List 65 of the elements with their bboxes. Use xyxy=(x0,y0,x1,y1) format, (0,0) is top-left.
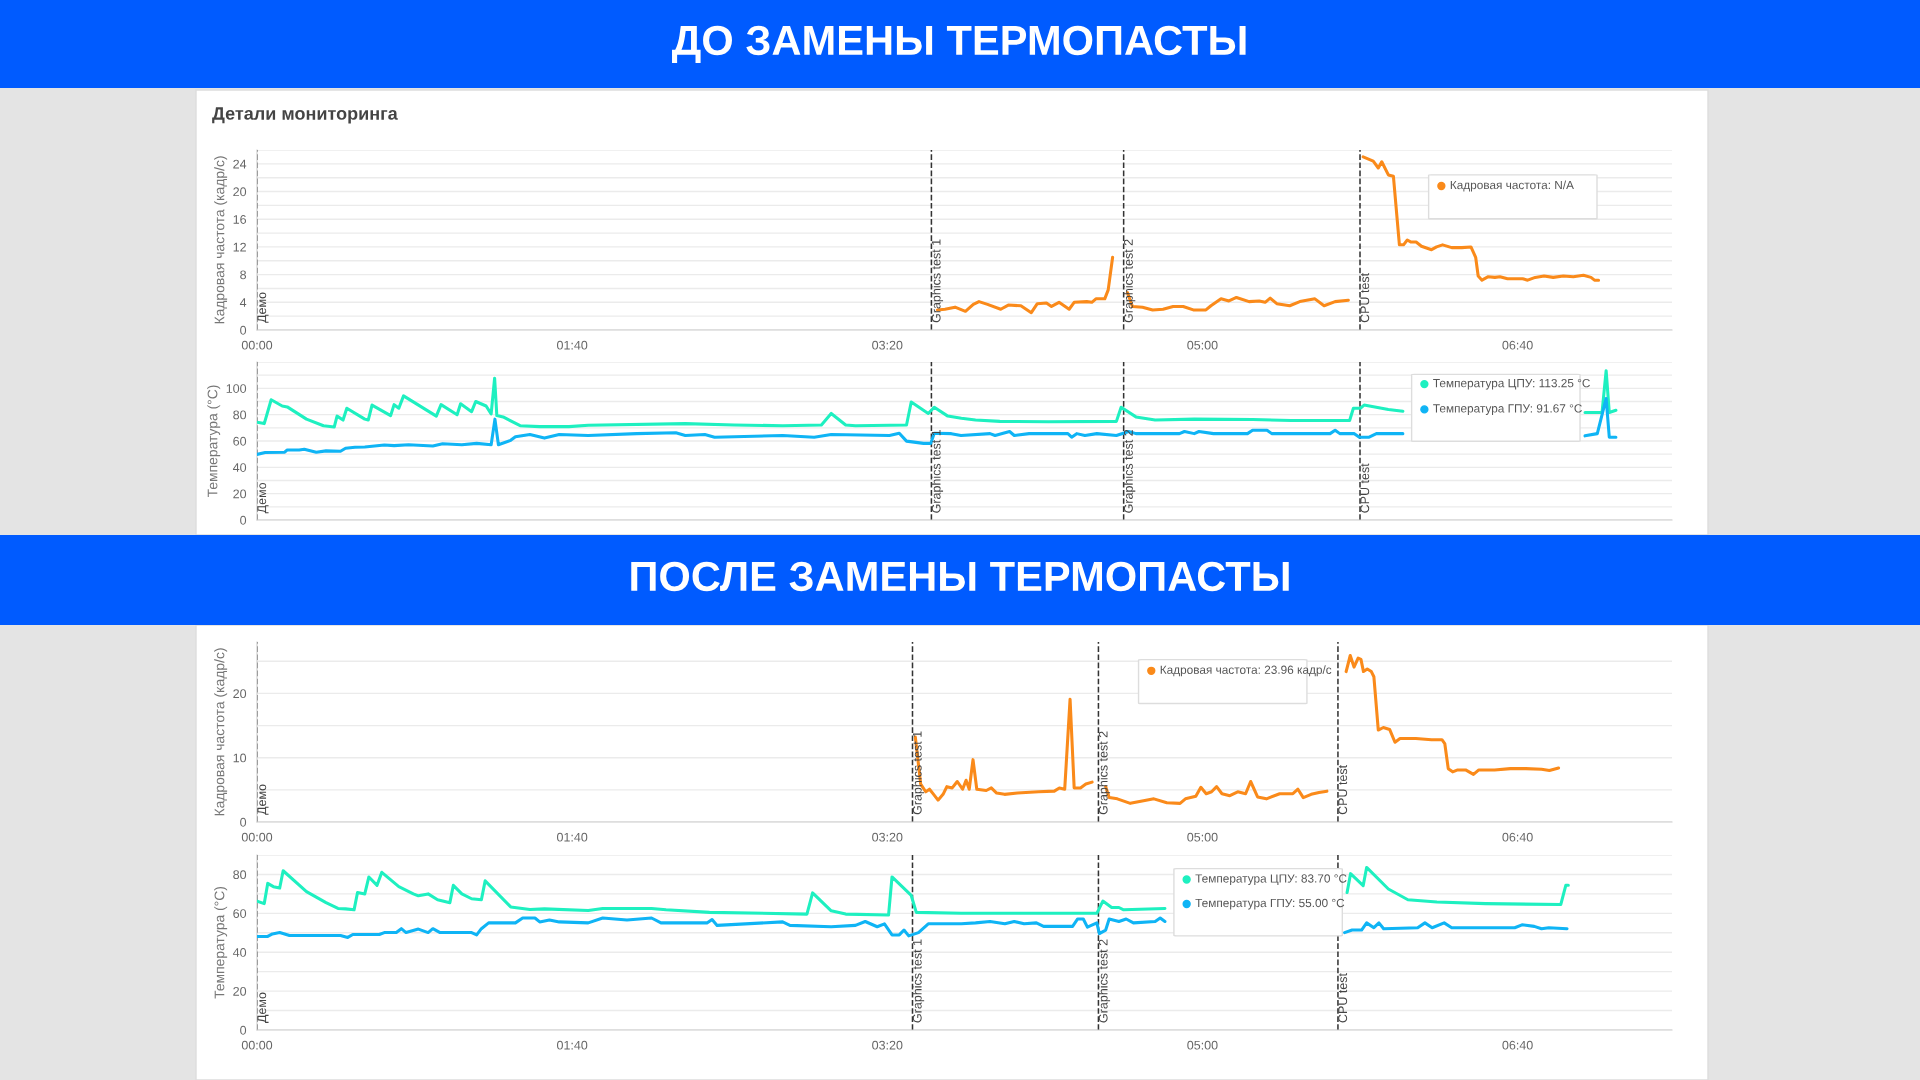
x-tick-label: 05:00 xyxy=(1187,832,1218,842)
y-tick-label: 80 xyxy=(233,870,247,880)
annotation: Кадровая частота: 23.96 кадр/с xyxy=(1160,665,1332,677)
y-tick-label: 60 xyxy=(233,436,247,446)
y-tick-label: 24 xyxy=(233,159,247,169)
ref-line-label: Graphics test 1 xyxy=(912,731,925,815)
y-tick-label: 8 xyxy=(240,270,247,280)
ref-line-label: CPU test xyxy=(1338,973,1348,1023)
ref-line-label: Демо xyxy=(257,992,269,1023)
y-tick-label: 10 xyxy=(233,753,247,763)
ref-line-label: Graphics test 2 xyxy=(1098,939,1111,1023)
ref-line-label: Демо xyxy=(257,784,269,815)
x-tick-label: 05:00 xyxy=(1187,340,1218,350)
x-tick-label: 06:40 xyxy=(1502,1040,1533,1050)
x-tick-label: 06:40 xyxy=(1502,340,1533,350)
y-tick-label: 20 xyxy=(233,986,247,996)
annotation: Кадровая частота: N/A xyxy=(1450,180,1574,192)
chart-title: ПОСЛЕ ЗАМЕНЫ ТЕРМОПАСТЫ xyxy=(631,561,1289,592)
y-tick-label: 16 xyxy=(233,215,247,224)
chart-title: ДО ЗАМЕНЫ ТЕРМОПАСТЫ xyxy=(672,25,1246,64)
y-tick-label: 0 xyxy=(240,817,247,827)
ref-line-label: Graphics test 1 xyxy=(912,939,925,1023)
y-tick-label: 20 xyxy=(233,187,247,197)
y-tick-label: 40 xyxy=(232,948,247,957)
x-tick-label: 01:40 xyxy=(556,1040,588,1050)
y-axis-title: Температура (°C) xyxy=(214,886,228,999)
y-tick-label: 20 xyxy=(233,689,247,699)
annotation: Температура ЦПУ: 113.25 °C xyxy=(1433,378,1590,390)
x-tick-label: 03:20 xyxy=(872,832,903,842)
ref-line-label: Демо xyxy=(257,482,269,514)
x-tick-label: 01:40 xyxy=(556,340,588,350)
ref-line-label: Graphics test 2 xyxy=(1123,429,1136,513)
x-tick-label: 00:00 xyxy=(241,832,273,842)
ref-line-label: CPU test xyxy=(1360,463,1370,513)
ref-line-label: Graphics test 2 xyxy=(1098,731,1111,815)
y-tick-label: 0 xyxy=(240,515,247,525)
annotation: Температура ЦПУ: 83.70 °C xyxy=(1195,874,1347,885)
y-tick-label: 60 xyxy=(233,909,247,918)
chart-subtitle: Детали мониторинга xyxy=(212,107,398,124)
ref-line-label: Graphics test 2 xyxy=(1123,239,1136,323)
y-tick-label: 100 xyxy=(226,384,247,393)
ref-line-label: Graphics test 1 xyxy=(931,429,944,513)
y-axis-title: Кадровая частота (кадр/с) xyxy=(214,648,228,816)
ref-line-label: CPU test xyxy=(1338,765,1348,815)
ref-line-label: CPU test xyxy=(1360,273,1370,323)
y-axis-title: Кадровая частота (кадр/с) xyxy=(214,156,228,324)
y-tick-label: 40 xyxy=(232,463,247,472)
x-tick-label: 05:00 xyxy=(1187,1040,1218,1050)
x-tick-label: 00:00 xyxy=(241,340,273,350)
y-tick-label: 80 xyxy=(233,410,247,420)
x-tick-label: 00:00 xyxy=(241,1040,273,1050)
x-tick-label: 03:20 xyxy=(872,340,903,350)
x-tick-label: 01:40 xyxy=(556,832,588,842)
annotation: Температура ГПУ: 55.00 °C xyxy=(1195,898,1345,910)
x-tick-label: 06:40 xyxy=(1502,832,1533,842)
ref-line-label: Демо xyxy=(257,292,269,323)
x-tick-label: 03:20 xyxy=(872,1040,903,1050)
ref-line-label: Graphics test 1 xyxy=(931,239,944,323)
y-axis-title: Температура (°C) xyxy=(207,385,221,498)
y-tick-label: 20 xyxy=(233,489,247,499)
annotation: Температура ГПУ: 91.67 °C xyxy=(1433,404,1582,415)
y-tick-label: 4 xyxy=(239,298,247,307)
y-tick-label: 0 xyxy=(240,325,247,335)
y-tick-label: 12 xyxy=(233,242,246,252)
y-tick-label: 0 xyxy=(240,1025,247,1035)
